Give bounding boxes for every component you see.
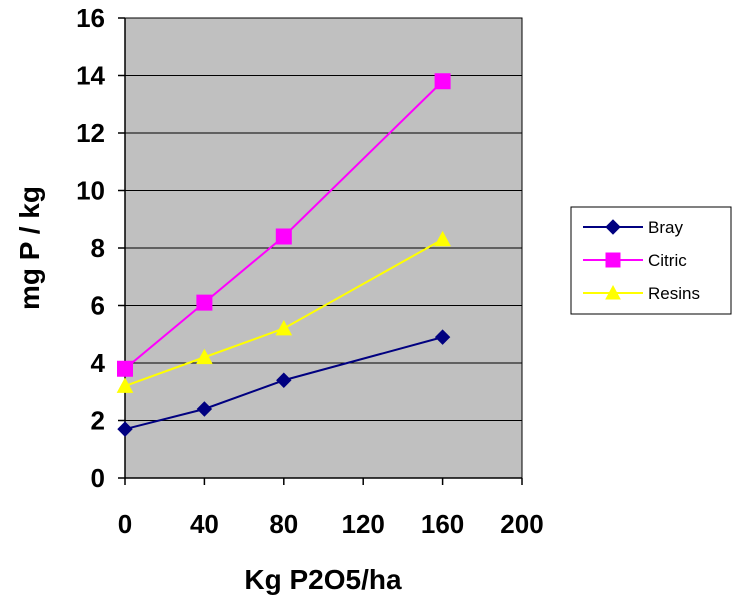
legend-entry-citric: Citric	[583, 251, 687, 270]
series-citric	[117, 73, 451, 377]
data-point-resins	[196, 348, 213, 365]
legend-label-resins: Resins	[648, 284, 700, 303]
x-tick-label: 0	[118, 509, 132, 539]
data-point-bray	[434, 329, 451, 345]
data-point-citric	[117, 360, 133, 377]
data-point-bray	[117, 421, 133, 437]
legend-marker-bray	[605, 219, 621, 235]
legend-marker-citric	[605, 252, 621, 268]
data-point-citric	[196, 294, 213, 311]
y-tick-label: 16	[76, 3, 105, 33]
data-point-resins	[116, 377, 134, 393]
x-tick-label: 200	[500, 509, 543, 539]
data-point-bray	[276, 372, 292, 388]
series-bray	[117, 329, 451, 437]
x-tick-label: 160	[421, 509, 464, 539]
x-tick-label: 80	[269, 509, 298, 539]
data-point-resins	[434, 230, 451, 247]
x-axis-title: Kg P2O5/ha	[244, 564, 402, 595]
x-tick-label: 120	[342, 509, 385, 539]
y-tick-label: 2	[91, 406, 105, 436]
y-tick-label: 12	[76, 118, 105, 148]
series-resins	[116, 230, 451, 393]
data-point-citric	[275, 228, 292, 245]
y-tick-label: 0	[91, 463, 105, 493]
y-axis-title: mg P / kg	[14, 186, 45, 310]
legend-marker-resins	[605, 284, 621, 300]
y-tick-label: 14	[76, 61, 105, 91]
legend-label-citric: Citric	[648, 251, 687, 270]
legend-entry-bray: Bray	[583, 218, 683, 237]
legend: Bray Citric Resins	[570, 206, 732, 315]
y-tick-label: 6	[91, 291, 105, 321]
data-point-resins	[275, 319, 293, 336]
data-point-citric	[434, 73, 451, 90]
y-tick-label: 10	[76, 176, 105, 206]
data-point-bray	[196, 401, 213, 417]
series-line-bray	[124, 336, 443, 431]
series-line-citric	[124, 80, 444, 370]
series-line-resins	[124, 238, 444, 387]
x-tick-label: 40	[190, 509, 219, 539]
legend-label-bray: Bray	[648, 218, 683, 237]
y-tick-label: 4	[91, 348, 106, 378]
legend-entry-resins: Resins	[583, 284, 700, 303]
series-layer	[116, 73, 451, 437]
y-tick-label: 8	[91, 233, 105, 263]
